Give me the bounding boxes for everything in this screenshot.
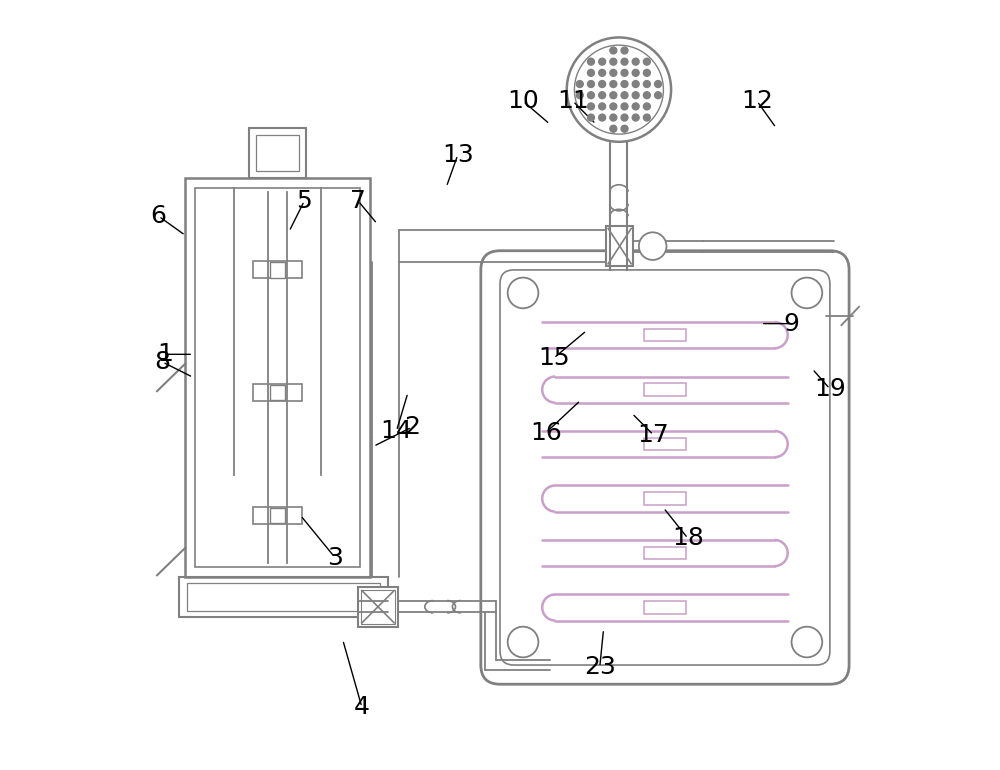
Circle shape (588, 114, 594, 121)
Circle shape (643, 103, 650, 110)
Bar (253, 384, 302, 401)
Circle shape (588, 103, 594, 110)
Circle shape (621, 47, 628, 54)
Text: 11: 11 (557, 89, 589, 113)
Circle shape (643, 114, 650, 121)
Circle shape (632, 92, 639, 99)
Bar (606, 226, 633, 266)
Circle shape (643, 59, 650, 65)
Bar (195, 188, 360, 567)
Bar (256, 135, 299, 171)
Bar (644, 438, 686, 450)
Circle shape (588, 59, 594, 65)
Bar (253, 507, 302, 524)
Circle shape (632, 103, 639, 110)
Circle shape (610, 59, 617, 65)
Circle shape (792, 278, 822, 308)
Circle shape (574, 45, 663, 134)
Text: 3: 3 (327, 546, 343, 570)
Bar (644, 329, 686, 341)
Text: 14: 14 (380, 419, 412, 443)
Text: 19: 19 (814, 377, 846, 401)
Bar (358, 587, 398, 627)
Circle shape (599, 103, 606, 110)
Circle shape (588, 81, 594, 88)
Circle shape (639, 233, 666, 260)
Circle shape (643, 92, 650, 99)
Text: 1: 1 (157, 343, 173, 367)
Text: 12: 12 (741, 89, 773, 113)
Text: 18: 18 (672, 527, 704, 551)
Circle shape (621, 59, 628, 65)
Circle shape (655, 92, 662, 99)
Circle shape (567, 38, 671, 142)
Circle shape (621, 103, 628, 110)
Bar (179, 577, 388, 617)
Bar (253, 262, 302, 279)
Circle shape (632, 81, 639, 88)
Text: 16: 16 (530, 420, 562, 444)
Bar (644, 492, 686, 504)
Circle shape (610, 92, 617, 99)
Circle shape (655, 81, 662, 88)
Text: 4: 4 (354, 695, 370, 719)
Circle shape (610, 103, 617, 110)
Circle shape (576, 92, 583, 99)
Circle shape (599, 69, 606, 76)
Circle shape (508, 627, 538, 658)
Bar (644, 601, 686, 614)
Circle shape (588, 69, 594, 76)
Bar (249, 128, 306, 178)
Circle shape (643, 81, 650, 88)
Circle shape (599, 92, 606, 99)
Circle shape (610, 69, 617, 76)
FancyBboxPatch shape (481, 251, 849, 685)
Circle shape (576, 81, 583, 88)
Text: 6: 6 (151, 204, 167, 228)
Bar (270, 385, 285, 400)
Bar (270, 263, 285, 278)
Text: 8: 8 (154, 350, 170, 374)
Circle shape (792, 627, 822, 658)
Circle shape (621, 92, 628, 99)
Text: 23: 23 (584, 655, 616, 679)
Circle shape (632, 114, 639, 121)
Circle shape (610, 47, 617, 54)
FancyBboxPatch shape (500, 270, 830, 665)
Circle shape (588, 92, 594, 99)
Bar (187, 583, 380, 611)
Circle shape (508, 278, 538, 308)
Circle shape (632, 59, 639, 65)
Circle shape (610, 114, 617, 121)
Circle shape (599, 114, 606, 121)
Circle shape (610, 126, 617, 132)
Bar (644, 547, 686, 559)
Text: 13: 13 (442, 142, 474, 167)
Circle shape (632, 69, 639, 76)
Circle shape (621, 81, 628, 88)
Text: 9: 9 (784, 312, 799, 336)
Circle shape (643, 69, 650, 76)
Text: 2: 2 (404, 415, 420, 439)
Bar (185, 178, 370, 577)
Circle shape (599, 59, 606, 65)
Circle shape (621, 114, 628, 121)
Bar (270, 507, 285, 523)
Text: 17: 17 (638, 423, 669, 447)
Text: 5: 5 (296, 189, 312, 213)
Text: 15: 15 (538, 346, 570, 370)
Bar (361, 590, 395, 624)
Circle shape (621, 126, 628, 132)
Circle shape (621, 69, 628, 76)
Text: 7: 7 (350, 189, 366, 213)
Circle shape (599, 81, 606, 88)
Text: 10: 10 (507, 89, 539, 113)
Circle shape (610, 81, 617, 88)
Bar (644, 383, 686, 396)
